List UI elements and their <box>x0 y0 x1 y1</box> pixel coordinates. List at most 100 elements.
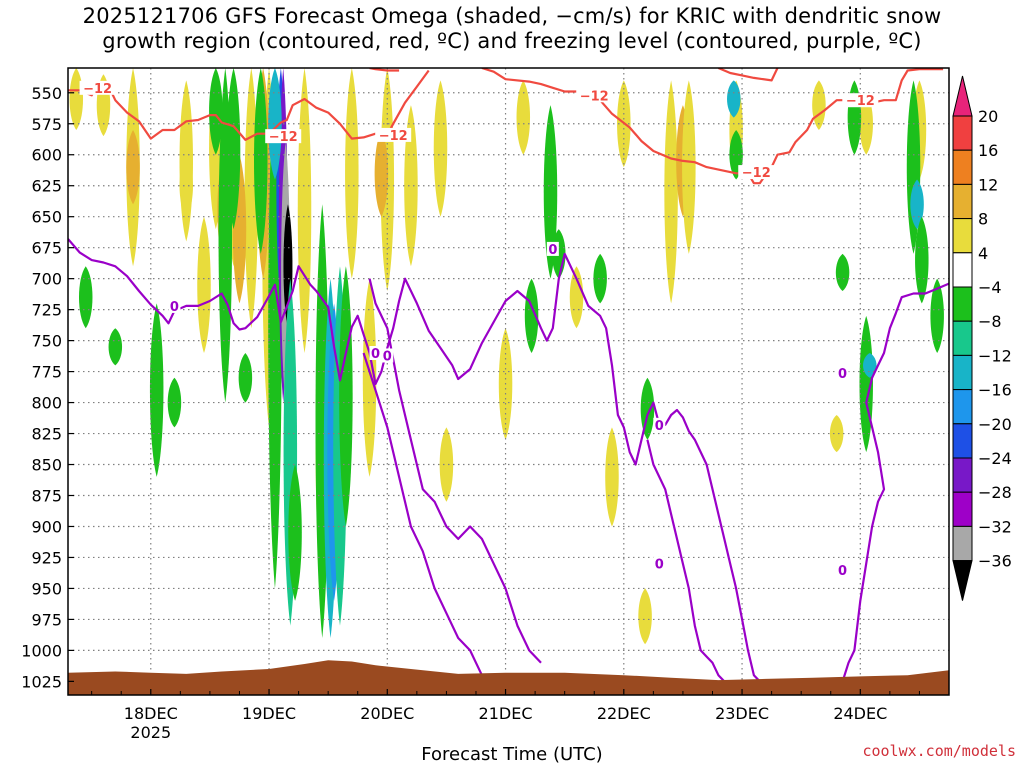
chart-title: 2025121706 GFS Forecast Omega (shaded, −… <box>0 4 1024 54</box>
omega-shade-64 <box>847 80 862 155</box>
colorbar-bin-10 <box>952 423 973 459</box>
colorbar-label-13: −36 <box>978 552 1012 571</box>
dgz-label-4-bg <box>738 165 775 180</box>
omega-shade-56 <box>108 328 123 366</box>
credit-text: coolwx.com/models <box>862 742 1016 760</box>
y-tick-label-1025: 1025 <box>21 672 62 691</box>
omega-shade-0 <box>69 68 84 130</box>
colorbar-label-12: −32 <box>978 517 1012 536</box>
y-tick-label-825: 825 <box>31 425 62 444</box>
omega-shade-34 <box>179 154 194 217</box>
dgz-label-2-bg <box>375 127 412 142</box>
freezing-label-6-bg <box>836 365 849 380</box>
omega-shade-59 <box>524 278 539 353</box>
dgz-label-0-bg <box>79 80 116 95</box>
colorbar-label-8: −16 <box>978 381 1012 400</box>
y-tick-label-850: 850 <box>31 456 62 475</box>
y-tick-label-925: 925 <box>31 548 62 567</box>
freezing-label-7-bg <box>836 562 849 577</box>
omega-shade-10 <box>345 68 359 279</box>
omega-shade-35 <box>126 129 140 205</box>
freezing-label-0: 0 <box>170 300 179 315</box>
omega-shade-55 <box>78 266 93 329</box>
dgz-label-1: −12 <box>269 130 298 145</box>
omega-shade-21 <box>638 588 652 645</box>
omega-shade-15 <box>439 427 454 502</box>
dgz-label-3-bg <box>576 88 613 103</box>
freezing-label-4: 0 <box>655 419 664 434</box>
freezing-label-7: 0 <box>838 564 847 579</box>
freezing-contour-2 <box>362 352 489 689</box>
dgz-label-5-bg <box>842 93 879 108</box>
omega-shade-13 <box>404 105 418 267</box>
y-tick-label-675: 675 <box>31 239 62 258</box>
y-tick-label-550: 550 <box>31 84 62 103</box>
colorbar-label-9: −20 <box>978 415 1012 434</box>
x-tick-label-18: 18DEC <box>124 704 178 723</box>
omega-shade-53 <box>339 266 353 527</box>
dgz-label-5: −12 <box>846 94 875 109</box>
freezing-label-1-bg <box>369 346 382 360</box>
colorbar-bin-1 <box>952 115 973 151</box>
x-tick-label-18-year: 2025 <box>130 723 171 742</box>
omega-shading <box>69 68 944 645</box>
terrain-surface <box>68 660 949 695</box>
omega-shade-60 <box>543 105 558 279</box>
colorbar-bin-9 <box>952 389 973 425</box>
x-tick-label-21: 21DEC <box>479 704 533 723</box>
omega-shade-73 <box>930 278 944 353</box>
freezing-label-5: 0 <box>655 558 664 573</box>
colorbar-label-2: 12 <box>978 175 998 194</box>
y-tick-label-1000: 1000 <box>21 641 62 660</box>
omega-shade-67 <box>835 253 850 292</box>
freezing-label-5-bg <box>653 556 666 571</box>
title-line-1: 2025121706 GFS Forecast Omega (shaded, −… <box>82 4 942 28</box>
x-tick-label-24: 24DEC <box>833 704 887 723</box>
colorbar-label-1: 16 <box>978 141 998 160</box>
omega-shade-48 <box>268 68 282 180</box>
omega-shade-40 <box>254 68 268 254</box>
omega-shade-28 <box>859 92 873 155</box>
dgz-label-4: −12 <box>742 166 771 181</box>
colorbar-bin-2 <box>952 149 973 185</box>
y-tick-label-600: 600 <box>31 146 62 165</box>
y-tick-label-875: 875 <box>31 487 62 506</box>
freezing-label-3: 0 <box>548 243 557 258</box>
omega-shade-4 <box>197 216 211 353</box>
colorbar-label-6: −8 <box>978 312 1002 331</box>
title-line-2: growth region (contoured, red, ºC) and f… <box>102 29 922 53</box>
omega-shade-27 <box>829 414 844 453</box>
y-tick-label-575: 575 <box>31 115 62 134</box>
y-tick-label-800: 800 <box>31 394 62 413</box>
colorbar-bin-8 <box>952 354 973 391</box>
colorbar-label-10: −24 <box>978 449 1012 468</box>
dgz-label-0: −12 <box>83 82 112 97</box>
y-tick-label-625: 625 <box>31 177 62 196</box>
colorbar-bin-4 <box>952 218 973 254</box>
freezing-contour-0 <box>68 238 778 692</box>
y-tick-label-950: 950 <box>31 579 62 598</box>
colorbar-bin-3 <box>952 183 973 220</box>
freezing-label-3-bg <box>546 241 559 256</box>
y-tick-label-725: 725 <box>31 301 62 320</box>
dgz-label-2: −12 <box>379 129 408 144</box>
colorbar-bin-7 <box>952 320 973 356</box>
omega-shade-54 <box>149 303 164 477</box>
omega-shade-65 <box>727 80 741 118</box>
omega-shade-19 <box>605 427 619 527</box>
omega-shade-11 <box>362 278 377 477</box>
colorbar-label-5: −4 <box>978 278 1002 297</box>
dgz-label-3: −12 <box>580 89 609 104</box>
omega-shade-17 <box>516 80 531 155</box>
omega-shade-37 <box>209 68 223 155</box>
colorbar-label-11: −28 <box>978 483 1012 502</box>
dgz-contour-0 <box>68 69 430 141</box>
freezing-contour-1 <box>368 278 542 664</box>
colorbar-label-4: 4 <box>978 244 988 263</box>
colorbar-label-3: 8 <box>978 210 988 229</box>
omega-shade-36 <box>374 129 389 217</box>
omega-shade-72 <box>915 216 929 304</box>
terrain <box>68 660 949 695</box>
